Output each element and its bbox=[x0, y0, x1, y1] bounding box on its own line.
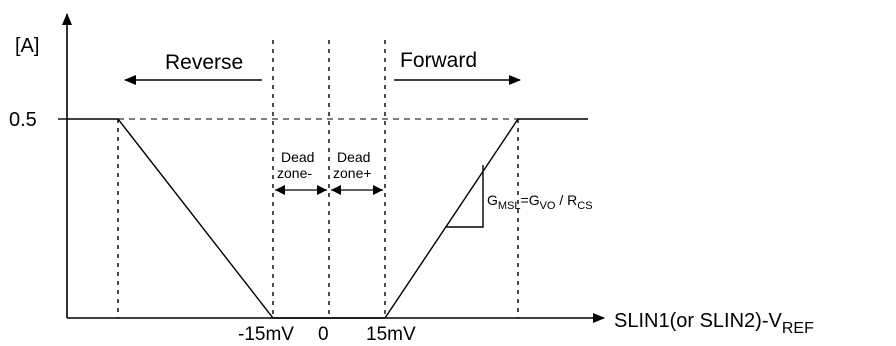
slope-triangle bbox=[445, 165, 484, 228]
x-axis-label: SLIN1(or SLIN2)-VREF bbox=[614, 310, 814, 337]
deadzone-minus-line1: Dead bbox=[281, 149, 314, 165]
deadzone-plus-arrowhead-right bbox=[373, 185, 383, 195]
deadzone-minus-line2: zone- bbox=[277, 165, 312, 181]
y-tick-label: 0.5 bbox=[9, 109, 37, 131]
x-tick-neg: -15mV bbox=[238, 324, 294, 345]
transfer-curve bbox=[67, 118, 588, 319]
deadzone-plus-line1: Dead bbox=[337, 149, 370, 165]
forward-label: Forward bbox=[400, 49, 477, 72]
deadzone-plus-line2: zone+ bbox=[333, 165, 372, 181]
deadzone-minus-arrowhead-left bbox=[275, 185, 285, 195]
reverse-label: Reverse bbox=[165, 51, 243, 74]
deadzone-minus-arrowhead-right bbox=[317, 185, 327, 195]
x-tick-zero: 0 bbox=[318, 324, 329, 345]
x-tick-pos: 15mV bbox=[366, 324, 416, 345]
gain-formula: GMSL=GVO / RCS bbox=[487, 192, 593, 212]
y-unit-label: [A] bbox=[15, 35, 39, 57]
deadzone-plus-arrowhead-left bbox=[331, 185, 341, 195]
